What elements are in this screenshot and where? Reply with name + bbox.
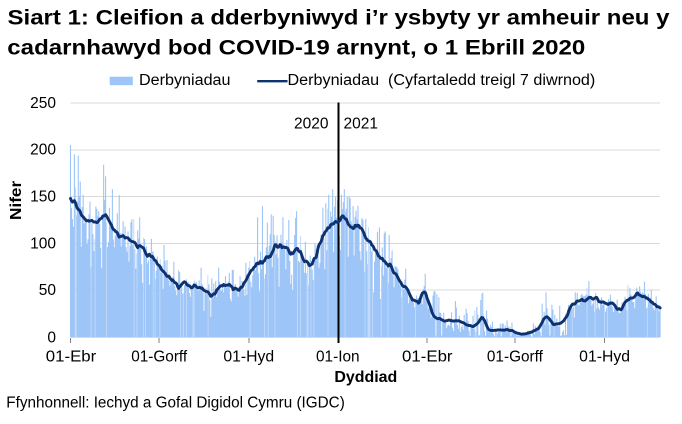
svg-text:01-Gorff: 01-Gorff — [487, 348, 544, 365]
svg-text:0: 0 — [47, 329, 56, 346]
svg-text:01-Hyd: 01-Hyd — [579, 348, 630, 365]
svg-text:50: 50 — [39, 282, 57, 299]
svg-text:cadarnhawyd bod COVID-19 arnyn: cadarnhawyd bod COVID-19 arnynt, o 1 Ebr… — [7, 35, 585, 60]
svg-text:Ffynhonnell: Iechyd a Gofal Di: Ffynhonnell: Iechyd a Gofal Digidol Cymr… — [6, 394, 345, 411]
svg-text:Derbyniadau: Derbyniadau — [139, 72, 231, 89]
svg-text:Siart 1: Cleifion a dderbyniwy: Siart 1: Cleifion a dderbyniwyd i’r ysby… — [8, 4, 670, 29]
svg-text:01-Gorff: 01-Gorff — [131, 348, 188, 365]
svg-text:01-Ebr: 01-Ebr — [46, 348, 97, 365]
svg-text:Derbyniadau (Cyfartaledd trei: Derbyniadau (Cyfartaledd treigl 7 diwrno… — [288, 72, 596, 89]
svg-text:250: 250 — [30, 95, 56, 112]
svg-text:2020: 2020 — [294, 116, 329, 133]
svg-text:01-Hyd: 01-Hyd — [223, 348, 274, 365]
svg-text:100: 100 — [30, 235, 56, 252]
svg-text:Nifer: Nifer — [8, 181, 25, 220]
svg-text:200: 200 — [30, 142, 56, 159]
svg-text:2021: 2021 — [344, 116, 378, 133]
svg-text:01-Ion: 01-Ion — [316, 348, 360, 365]
svg-text:01-Ebr: 01-Ebr — [402, 348, 453, 365]
svg-text:Dyddiad: Dyddiad — [334, 369, 397, 386]
svg-text:150: 150 — [30, 189, 56, 206]
